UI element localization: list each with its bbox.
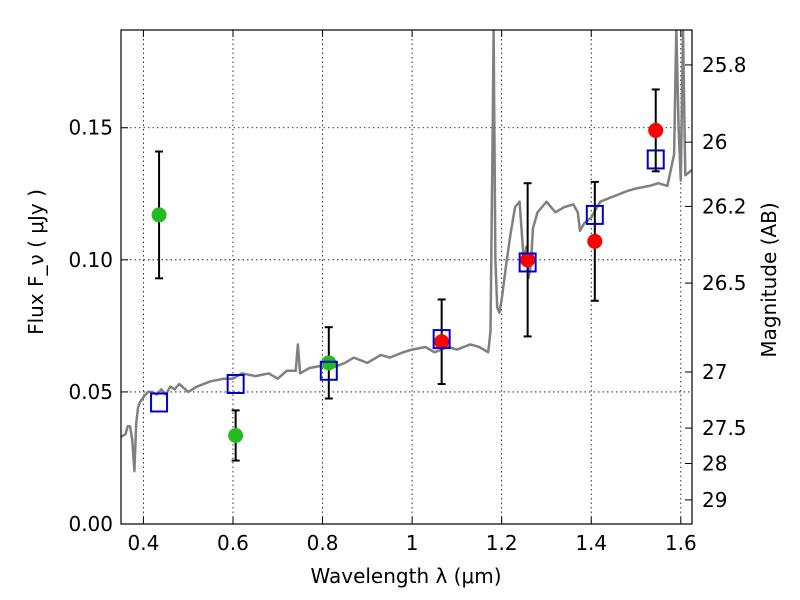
x-tick-label: 1.4 [575, 531, 607, 555]
right-tick-label: 28 [702, 451, 727, 475]
data-point [520, 252, 536, 268]
data-points [150, 88, 665, 462]
data-point [648, 122, 664, 138]
x-tick-label: 1.2 [486, 531, 518, 555]
model-point [432, 329, 451, 350]
plot-frame [120, 29, 693, 525]
x-axis-label: Wavelength λ (μm) [310, 564, 501, 588]
data-point [434, 334, 450, 350]
model-point [226, 373, 245, 394]
x-tick-label: 0.6 [217, 531, 249, 555]
model-point [585, 204, 604, 225]
right-tick-label: 29 [702, 488, 727, 512]
model-point [646, 149, 665, 170]
right-tick-label: 27.5 [702, 416, 747, 440]
x-tick-label: 1.6 [665, 531, 697, 555]
data-point [228, 428, 244, 444]
data-point [587, 233, 603, 249]
model-point [518, 252, 537, 273]
model-point [319, 360, 338, 381]
model-point [150, 392, 169, 413]
grid [121, 30, 692, 524]
right-tick-label: 26 [702, 130, 727, 154]
data-point [151, 207, 167, 223]
right-tick-label: 27 [702, 360, 727, 384]
y-tick-label: 0.15 [68, 116, 113, 140]
model-spectrum-line [121, 30, 692, 473]
y-tick-label: 0.00 [68, 512, 113, 536]
x-tick-label: 1 [406, 531, 419, 555]
y-tick-label: 0.10 [68, 248, 113, 272]
right-tick-label: 25.8 [702, 53, 747, 77]
right-axis-label: Magnitude (AB) [757, 202, 781, 357]
y-tick-label: 0.05 [68, 380, 113, 404]
x-tick-label: 0.8 [307, 531, 339, 555]
data-point [321, 355, 337, 371]
y-axis-label: Flux F_ν ( μJy ) [24, 189, 48, 335]
axis-ticks: 0.4 0.6 0.8 1 1.2 1.4 1.6 0.00 0.05 0.10 0.15 25.8 2… [68, 30, 747, 555]
right-tick-label: 26.2 [702, 194, 747, 218]
right-tick-label: 26.5 [702, 271, 747, 295]
x-tick-label: 0.4 [127, 531, 159, 555]
